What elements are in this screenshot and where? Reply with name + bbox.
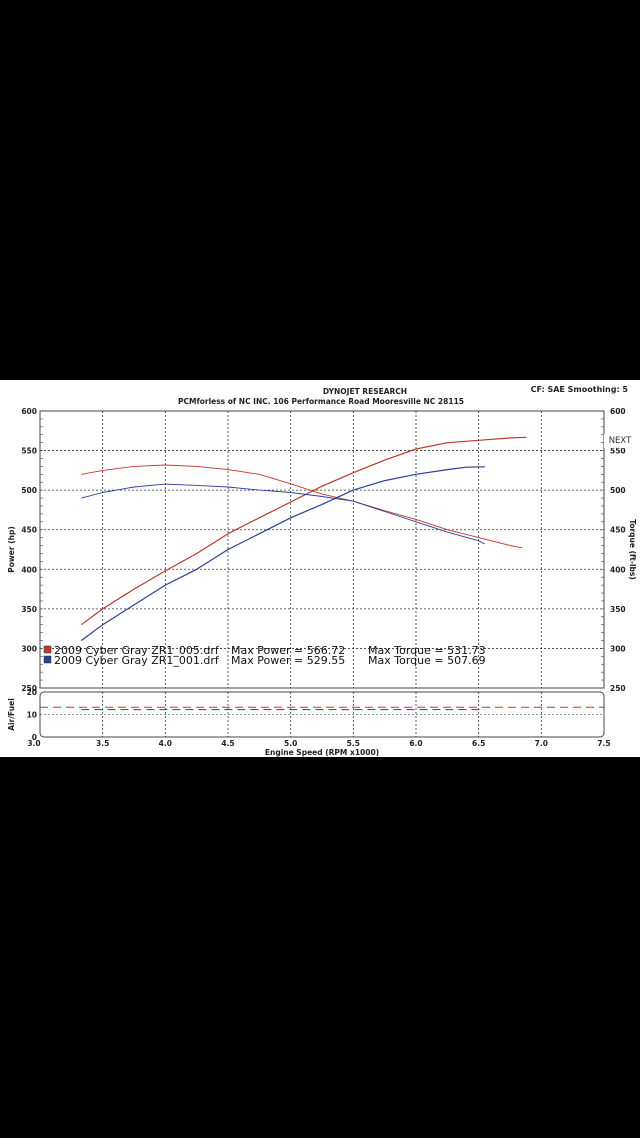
legend-file-2: 2009 Cyber Gray ZR1_001.drf — [54, 654, 220, 667]
x-tick-label: 5.0 — [284, 739, 297, 748]
y-left-tick-label: 450 — [21, 526, 37, 535]
x-tick-label: 7.0 — [535, 739, 548, 748]
y-left-tick-label: 400 — [21, 565, 37, 574]
y-right-tick-label: 500 — [610, 486, 626, 495]
legend-max-power-2: Max Power = 529.55 — [231, 654, 345, 667]
y-right-tick-label: 250 — [610, 684, 626, 693]
x-tick-label: 3.5 — [96, 739, 109, 748]
legend-file-1: 2009 Cyber Gray ZR1_005.drf — [54, 644, 220, 657]
next-button[interactable]: NEXT — [604, 434, 636, 448]
dyno-chart: 3.0 3.5 4.0 4.5 5.0 5.5 6.0 6.5 7.0 7.5 250 300 350 4… — [7, 407, 637, 757]
x-tick-label: 3.0 — [27, 739, 40, 748]
x-tick-label: 4.0 — [159, 739, 172, 748]
x-tick-label: 4.5 — [221, 739, 234, 748]
correction-smoothing-label: CF: SAE Smoothing: 5 — [530, 385, 628, 394]
series-2-torque-line — [81, 464, 523, 549]
y-left-tick-label: 250 — [21, 684, 37, 693]
x-tick-label: 7.5 — [597, 739, 610, 748]
series-3-power-line — [81, 466, 485, 641]
y-left-tick-label: 600 — [21, 407, 37, 416]
y-right-tick-label: 300 — [610, 644, 626, 653]
legend-max-power-1: Max Power = 566.72 — [231, 644, 345, 657]
y-right-tick-label: 350 — [610, 605, 626, 614]
legend-swatch-2 — [43, 655, 52, 664]
y-right-tick-label: 550 — [610, 447, 626, 456]
legend-max-torque-1: Max Torque = 531.73 — [368, 644, 486, 657]
y-left-tick-label: 500 — [21, 486, 37, 495]
y-right-axis-label: Torque (ft-lbs) — [628, 519, 637, 580]
main-plot-frame — [39, 410, 605, 689]
x-axis-label: Engine Speed (RPM x1000) — [265, 748, 379, 757]
x-tick-label: 5.5 — [347, 739, 360, 748]
y-right-tick-label: 400 — [610, 565, 626, 574]
x-tick-label: 6.0 — [409, 739, 422, 748]
y-left-tick-label: 300 — [21, 644, 37, 653]
af-y-axis-label: Air/Fuel — [7, 698, 16, 731]
y-right-tick-label: 600 — [610, 407, 626, 416]
y-right-tick-label: 450 — [610, 526, 626, 535]
af-y-tick-label: 20 — [27, 688, 37, 697]
af-y-tick-label: 10 — [27, 711, 37, 720]
af-y-tick-label: 0 — [32, 733, 37, 742]
legend-max-torque-2: Max Torque = 507.69 — [368, 654, 486, 667]
y-left-axis-label: Power (hp) — [7, 526, 16, 573]
chart-subtitle: PCMforless of NC INC. 106 Performance Ro… — [177, 397, 465, 406]
y-left-tick-label: 550 — [21, 447, 37, 456]
legend-swatch-1 — [43, 645, 52, 654]
series-4-torque-line — [81, 483, 486, 545]
y-left-tick-label: 350 — [21, 605, 37, 614]
dyno-chart-panel: DYNOJET RESEARCH PCMforless of NC INC. 1… — [0, 380, 640, 757]
chart-title: DYNOJET RESEARCH — [322, 387, 408, 396]
x-tick-label: 6.5 — [472, 739, 485, 748]
